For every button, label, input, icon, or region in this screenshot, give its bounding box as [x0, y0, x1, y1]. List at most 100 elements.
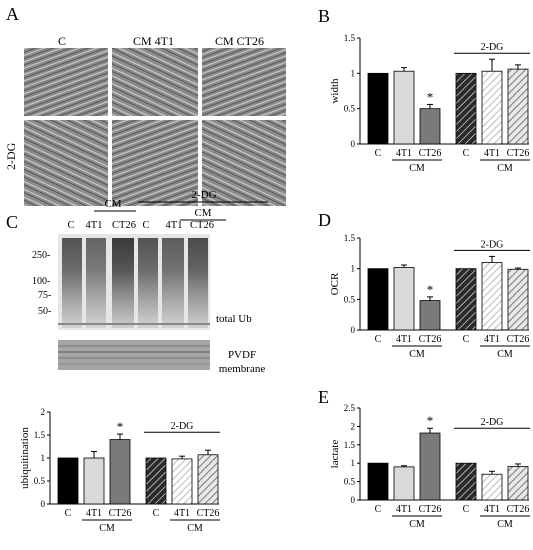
y-tick-label: 0: [351, 325, 356, 335]
x-tick-label: CT26: [507, 334, 530, 345]
x-tick-label: 4T1: [396, 148, 412, 159]
bar: [481, 70, 503, 145]
x-tick-label: C: [375, 148, 382, 159]
treatment-label: 2-DG: [481, 239, 504, 250]
micrograph-row-label: 2-DG: [4, 142, 18, 170]
micrograph-col-label-c: C: [58, 34, 67, 48]
x-tick-label: C: [375, 504, 382, 515]
group-label: CM: [497, 349, 513, 360]
treatment-label: 2-DG: [481, 42, 504, 53]
bar: [455, 462, 477, 501]
group-label: CM: [187, 523, 203, 534]
micrograph-2dg-control: [24, 120, 108, 206]
chart-c-ubiquitination: 0 0.5 1 1.5 2 ubiquitination C 4T1 * CT26 C 4T1 CT26…: [19, 407, 220, 534]
y-tick-label: 0: [41, 499, 46, 509]
micrograph-cm-4t1: [112, 48, 198, 116]
x-tick-label: C: [153, 508, 160, 519]
panel-label-c: C: [6, 212, 19, 232]
significance-marker: *: [427, 413, 434, 428]
wb-membrane-label: membrane: [219, 363, 266, 375]
y-tick-label: 1.5: [344, 233, 356, 243]
wb-mw-75: 75-: [38, 290, 51, 301]
y-tick-label: 2: [351, 421, 356, 431]
y-tick-label: 1: [351, 458, 356, 468]
x-tick-label: 4T1: [484, 504, 500, 515]
wb-2dg-label: 2-DG: [191, 189, 216, 201]
wb-lane-6: CT26: [190, 220, 214, 231]
y-tick-label: 0.5: [34, 476, 46, 486]
micrograph-cm-ct26: [202, 48, 286, 116]
wb-total-ub-label: total Ub: [216, 313, 252, 325]
bar: [367, 462, 389, 501]
bar: [507, 466, 529, 501]
bar: [481, 262, 503, 331]
bar: [57, 457, 79, 505]
treatment-label: 2-DG: [481, 417, 504, 428]
x-tick-label: CT26: [419, 504, 442, 515]
wb-lane-4: C: [142, 220, 149, 231]
panel-label-e: E: [318, 387, 329, 407]
x-tick-label: CT26: [507, 504, 530, 515]
panel-label-d: D: [318, 210, 331, 230]
micrograph-grid: [24, 48, 286, 206]
group-label: CM: [409, 349, 425, 360]
treatment-label: 2-DG: [171, 421, 194, 432]
y-tick-label: 0: [351, 495, 356, 505]
bar: [367, 268, 389, 331]
wb-lane-5: 4T1: [166, 220, 183, 231]
wb-2dg-cm-label: CM: [194, 207, 211, 219]
x-tick-label: 4T1: [484, 334, 500, 345]
y-tick-label: 0.5: [344, 477, 356, 487]
chart-d-ocr: 0 0.5 1 1.5 OCR C 4T1 * CT26 C 4T1 CT26 CM CM 2-DG: [329, 233, 530, 360]
bar: [83, 457, 105, 505]
bar: [455, 268, 477, 331]
x-tick-label: CT26: [507, 148, 530, 159]
bar: [109, 439, 131, 505]
x-tick-label: CT26: [419, 334, 442, 345]
y-tick-label: 0.5: [344, 104, 356, 114]
panel-label-b: B: [318, 6, 331, 26]
y-tick-label: 1.5: [344, 33, 356, 43]
group-label: CM: [99, 523, 115, 534]
wb-cm-label: CM: [104, 198, 121, 210]
y-tick-label: 0.5: [344, 294, 356, 304]
bar: [367, 72, 389, 145]
micrograph-2dg-4t1: [112, 120, 198, 206]
y-tick-label: 1: [351, 68, 356, 78]
bar: [419, 108, 441, 145]
bar: [197, 454, 219, 505]
x-tick-label: C: [463, 504, 470, 515]
x-tick-label: 4T1: [174, 508, 190, 519]
panel-label-a: A: [6, 4, 19, 24]
y-axis-label: ubiquitination: [19, 427, 31, 489]
group-label: CM: [497, 163, 513, 174]
x-tick-label: C: [463, 148, 470, 159]
y-tick-label: 2: [41, 407, 46, 417]
y-axis-label: OCR: [329, 272, 341, 295]
y-tick-label: 1: [41, 453, 46, 463]
x-tick-label: CT26: [197, 508, 220, 519]
bar: [419, 300, 441, 331]
micrograph-col-label-4t1: CM 4T1: [133, 34, 175, 48]
bar: [507, 268, 529, 331]
micrograph-col-label-ct26: CM CT26: [215, 34, 265, 48]
micrograph-control: [24, 48, 108, 116]
bar: [393, 466, 415, 501]
wb-mw-100: 100-: [32, 276, 50, 287]
bar: [419, 432, 441, 501]
bar: [393, 267, 415, 331]
x-tick-label: CT26: [419, 148, 442, 159]
wb-pvdf-membrane: [58, 340, 210, 370]
wb-lane-1: C: [67, 220, 74, 231]
bar: [455, 72, 477, 145]
significance-marker: *: [427, 282, 434, 297]
y-tick-label: 1: [351, 264, 356, 274]
wb-lane-2: 4T1: [86, 220, 103, 231]
x-tick-label: CT26: [109, 508, 132, 519]
chart-b-width: 0 0.5 1 1.5 width C 4T1 * CT26 C 4T1 CT26 CM CM 2-DG: [329, 33, 530, 174]
bar: [393, 70, 415, 145]
significance-marker: *: [117, 419, 124, 434]
x-tick-label: C: [375, 334, 382, 345]
micrograph-2dg-ct26: [202, 120, 286, 206]
x-tick-label: C: [463, 334, 470, 345]
